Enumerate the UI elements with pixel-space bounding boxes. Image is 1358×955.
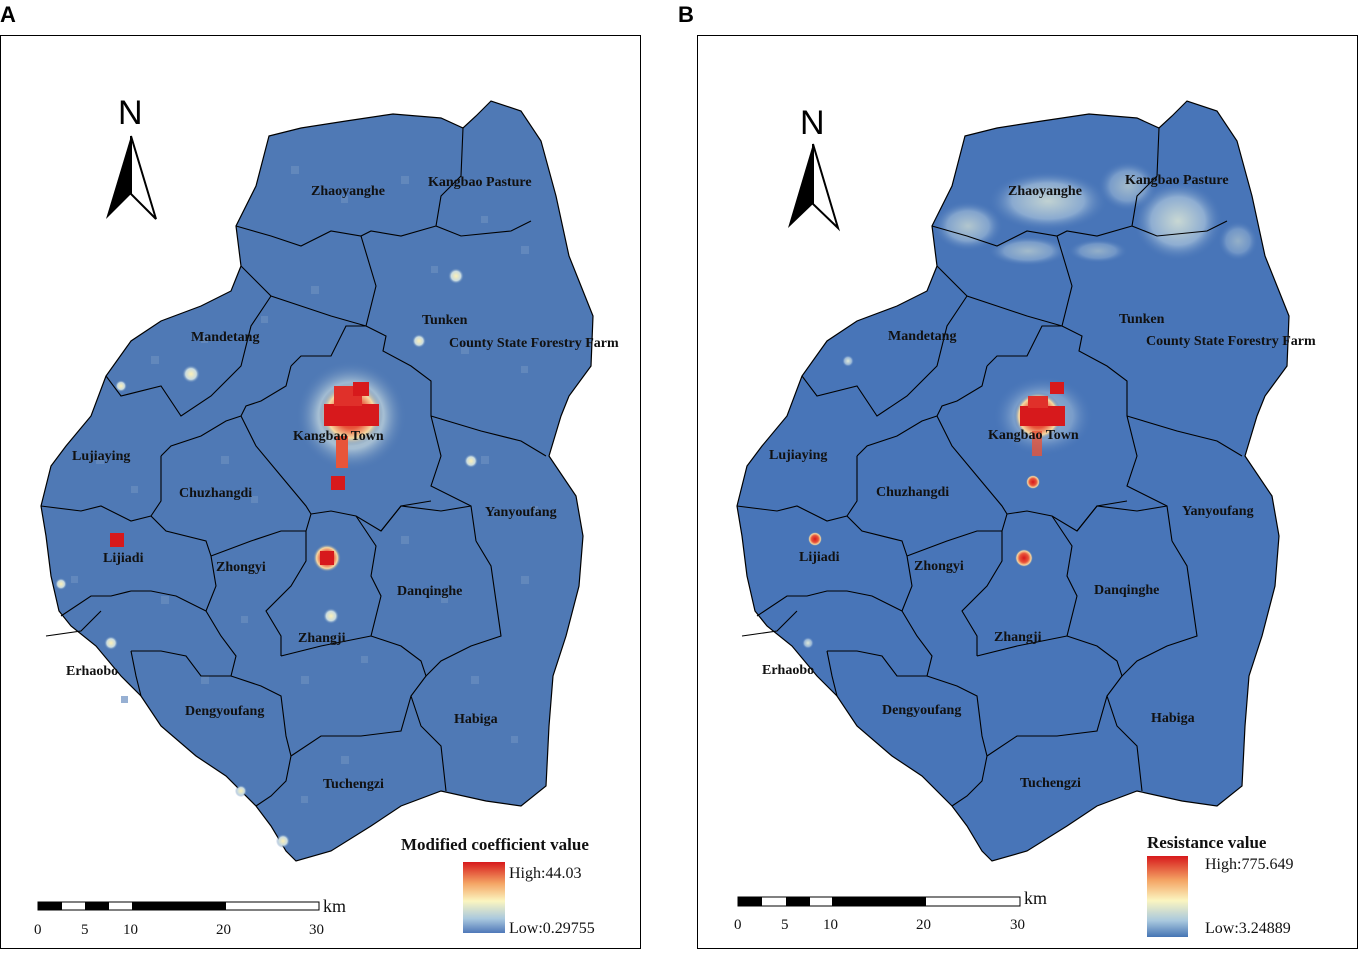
county-outline	[40, 100, 594, 862]
svg-text:N: N	[118, 94, 143, 132]
label-mandetang: Mandetang	[888, 329, 956, 344]
label-tuchengzi: Tuchengzi	[1020, 776, 1081, 791]
panel-a-letter: A	[0, 2, 16, 27]
label-zhongyi: Zhongyi	[914, 559, 964, 574]
scale-tick: 30	[1010, 917, 1025, 933]
scale-unit: km	[1024, 888, 1047, 908]
label-county-state-forestry-farm: County State Forestry Farm	[1146, 334, 1316, 349]
label-lujiaying: Lujiaying	[72, 449, 130, 464]
town-labels-b: Zhaoyanghe Kangbao Pasture Tunken County…	[762, 173, 1316, 791]
svg-text:N: N	[800, 104, 825, 142]
scale-tick: 10	[823, 917, 838, 933]
label-zhaoyanghe: Zhaoyanghe	[1008, 184, 1082, 199]
scale-tick: 5	[781, 917, 789, 933]
label-county-state-forestry-farm: County State Forestry Farm	[449, 336, 619, 351]
map-panel-a: Zhaoyanghe Kangbao Pasture Tunken County…	[0, 35, 641, 949]
label-erhaobo: Erhaobo	[762, 663, 814, 678]
label-zhangji: Zhangji	[994, 630, 1042, 645]
scale-tick: 0	[734, 917, 742, 933]
panel-b-letter: B	[678, 2, 694, 27]
label-erhaobo: Erhaobo	[66, 664, 118, 679]
label-zhangji: Zhangji	[298, 631, 346, 646]
label-habiga: Habiga	[1151, 711, 1195, 726]
town-labels-a: Zhaoyanghe Kangbao Pasture Tunken County…	[66, 175, 619, 792]
label-chuzhangdi: Chuzhangdi	[179, 486, 252, 501]
label-tunken: Tunken	[422, 313, 468, 328]
label-zhaoyanghe: Zhaoyanghe	[311, 184, 385, 199]
label-yanyoufang: Yanyoufang	[1182, 504, 1254, 519]
label-mandetang: Mandetang	[191, 330, 259, 345]
scale-tick: 10	[123, 922, 138, 938]
scale-tick: 0	[34, 922, 42, 938]
settlement-texture	[71, 166, 538, 803]
legend-title: Modified coefficient value	[401, 835, 589, 854]
scale-unit: km	[323, 896, 346, 916]
north-arrow-icon: N	[106, 94, 157, 220]
county-outline	[736, 100, 1290, 862]
legend-title: Resistance value	[1147, 833, 1267, 852]
label-kangbao-pasture: Kangbao Pasture	[1125, 173, 1229, 188]
hotspots-a	[55, 268, 478, 848]
scale-tick: 20	[216, 922, 231, 938]
map-b-svg: Zhaoyanghe Kangbao Pasture Tunken County…	[734, 100, 1316, 937]
label-dengyoufang: Dengyoufang	[185, 704, 264, 719]
north-arrow-icon: N	[788, 104, 841, 232]
label-tunken: Tunken	[1119, 312, 1165, 327]
scale-tick: 30	[309, 922, 324, 938]
legend-low: Low:0.29755	[509, 920, 595, 937]
label-zhongyi: Zhongyi	[216, 560, 266, 575]
label-danqinghe: Danqinghe	[1094, 583, 1159, 598]
scale-tick: 20	[916, 917, 931, 933]
township-boundaries-b	[736, 127, 1243, 807]
legend-high: High:775.649	[1205, 856, 1293, 873]
scale-tick: 5	[81, 922, 89, 938]
township-boundaries-a	[40, 127, 547, 807]
legend-high: High:44.03	[509, 865, 581, 882]
label-kangbao-town: Kangbao Town	[988, 428, 1079, 443]
label-yanyoufang: Yanyoufang	[485, 505, 557, 520]
legend-a: Modified coefficient value High:44.03 Lo…	[401, 835, 595, 937]
label-dengyoufang: Dengyoufang	[882, 703, 961, 718]
label-danqinghe: Danqinghe	[397, 584, 462, 599]
scale-bar-b: km 0 5 10 20 30	[734, 888, 1047, 933]
label-kangbao-pasture: Kangbao Pasture	[428, 175, 532, 190]
legend-low: Low:3.24889	[1205, 920, 1291, 937]
label-lijiadi: Lijiadi	[103, 551, 144, 566]
legend-colorbar	[1147, 856, 1188, 937]
map-panel-b: Zhaoyanghe Kangbao Pasture Tunken County…	[697, 35, 1358, 949]
label-lujiaying: Lujiaying	[769, 448, 827, 463]
scale-bar-a: km 0 5 10 20 30	[34, 896, 346, 938]
label-chuzhangdi: Chuzhangdi	[876, 485, 949, 500]
hotspots-b	[802, 355, 1065, 649]
legend-colorbar	[463, 862, 505, 933]
label-tuchengzi: Tuchengzi	[323, 777, 384, 792]
map-a-svg: Zhaoyanghe Kangbao Pasture Tunken County…	[34, 94, 619, 938]
label-lijiadi: Lijiadi	[799, 550, 840, 565]
label-habiga: Habiga	[454, 712, 498, 727]
label-kangbao-town: Kangbao Town	[293, 429, 384, 444]
legend-b: Resistance value High:775.649 Low:3.2488…	[1147, 833, 1293, 937]
